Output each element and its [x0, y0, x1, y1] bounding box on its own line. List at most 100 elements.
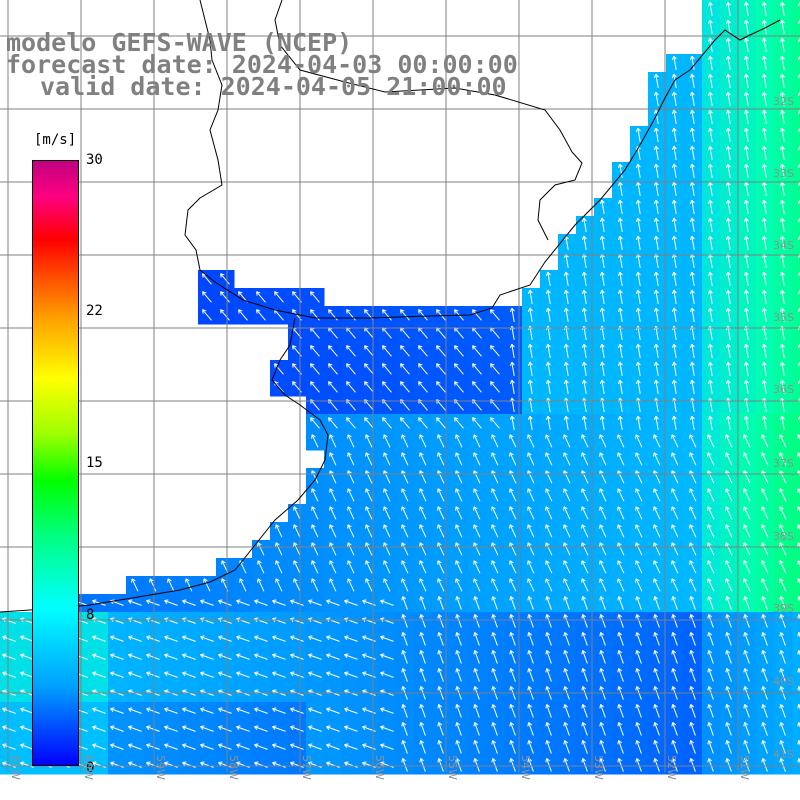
wind-arrow: [617, 271, 623, 286]
wind-arrow: [797, 650, 800, 656]
wind-arrow: [707, 740, 714, 754]
wind-arrow: [689, 91, 695, 106]
wind-speed-cell: [792, 756, 800, 775]
wind-speed-cell: [792, 108, 800, 127]
wind-arrow: [328, 309, 338, 321]
wind-arrow: [346, 309, 356, 321]
wind-arrow: [671, 668, 678, 682]
wind-arrow: [365, 560, 373, 574]
legend-tick-30: 30: [86, 152, 103, 168]
wind-arrow: [326, 653, 340, 660]
wind-arrow: [671, 740, 678, 754]
wind-arrow: [202, 291, 212, 303]
wind-arrow: [761, 1, 767, 16]
wind-arrow: [671, 596, 678, 610]
wind-arrow: [761, 704, 768, 718]
wind-arrow: [761, 91, 767, 106]
wind-arrow: [725, 379, 731, 394]
lon-label-56w: 56W: [373, 755, 386, 780]
wind-arrow: [761, 163, 767, 178]
wind-arrow: [383, 452, 391, 466]
valid-date: valid date: 2024-04-05 21:00:00: [40, 72, 507, 101]
wind-arrow: [436, 309, 446, 321]
wind-arrow: [671, 578, 679, 592]
wind-arrow: [563, 271, 569, 286]
wind-arrow: [472, 417, 482, 429]
forecast-date: forecast date: 2024-04-03 00:00:00: [6, 50, 518, 79]
wind-arrow: [293, 560, 301, 574]
wind-arrow: [671, 199, 677, 214]
wind-arrow: [563, 578, 571, 592]
wind-arrow: [563, 379, 569, 394]
wind-arrow: [509, 434, 517, 448]
wind-arrow: [328, 363, 338, 375]
wind-arrow: [182, 599, 196, 606]
wind-arrow: [707, 578, 715, 592]
wind-arrow: [290, 725, 304, 732]
wind-arrow: [365, 524, 373, 538]
wind-arrow: [779, 668, 786, 682]
wind-arrow: [689, 217, 695, 232]
wind-arrow: [182, 671, 196, 678]
wind-arrow: [779, 37, 785, 52]
wind-arrow: [401, 650, 408, 664]
wind-arrow: [635, 127, 641, 142]
wind-arrow: [671, 560, 679, 574]
wind-arrow: [761, 235, 767, 250]
wind-arrow: [290, 599, 304, 606]
wind-arrow: [380, 599, 394, 606]
wind-arrow: [743, 452, 751, 466]
wind-arrow: [707, 434, 715, 448]
wind-arrow: [491, 668, 498, 682]
wind-arrow: [635, 722, 642, 736]
wind-arrow: [617, 379, 623, 394]
wind-arrow: [509, 578, 517, 592]
wind-arrow: [527, 307, 533, 322]
legend-tick-22: 22: [86, 303, 103, 319]
wind-arrow: [473, 740, 480, 754]
wind-arrow: [346, 363, 356, 375]
wind-arrow: [473, 722, 480, 736]
lon-label-60w: 60W: [82, 755, 95, 780]
wind-arrow: [347, 452, 355, 466]
wind-arrow: [527, 343, 533, 358]
wind-arrow: [20, 743, 34, 750]
wind-arrow: [779, 452, 787, 466]
wind-arrow: [527, 488, 535, 502]
wind-speed-cell: [792, 252, 800, 271]
wind-arrow: [743, 632, 750, 646]
wind-arrow: [761, 452, 769, 466]
wind-arrow: [689, 488, 697, 502]
wind-arrow: [218, 743, 232, 750]
wind-arrow: [707, 181, 713, 196]
wind-arrow: [344, 635, 358, 642]
wind-arrow: [365, 434, 373, 448]
wind-arrow: [743, 217, 749, 232]
wind-arrow: [653, 668, 660, 682]
wind-arrow: [599, 758, 606, 772]
wind-arrow: [725, 289, 731, 304]
wind-arrow: [635, 560, 643, 574]
wind-arrow: [635, 614, 642, 628]
wind-arrow: [671, 217, 677, 232]
wind-arrow: [671, 758, 678, 772]
wind-arrow: [653, 632, 660, 646]
wind-arrow: [743, 289, 749, 304]
wind-arrow: [743, 542, 751, 556]
wind-arrow: [20, 707, 34, 714]
wind-arrow: [326, 707, 340, 714]
wind-arrow: [418, 363, 428, 375]
wind-arrow: [218, 761, 232, 768]
wind-arrow: [761, 307, 767, 322]
wind-arrow: [761, 740, 768, 754]
wind-arrow: [491, 758, 498, 772]
wind-arrow: [707, 307, 713, 322]
wind-arrow: [743, 19, 749, 34]
wind-arrow: [401, 668, 408, 682]
wind-arrow: [671, 650, 678, 664]
wind-arrow: [527, 434, 535, 448]
wind-arrow: [491, 650, 498, 664]
wind-arrow: [671, 145, 677, 160]
wind-arrow: [761, 434, 769, 448]
wind-arrow: [707, 1, 713, 16]
